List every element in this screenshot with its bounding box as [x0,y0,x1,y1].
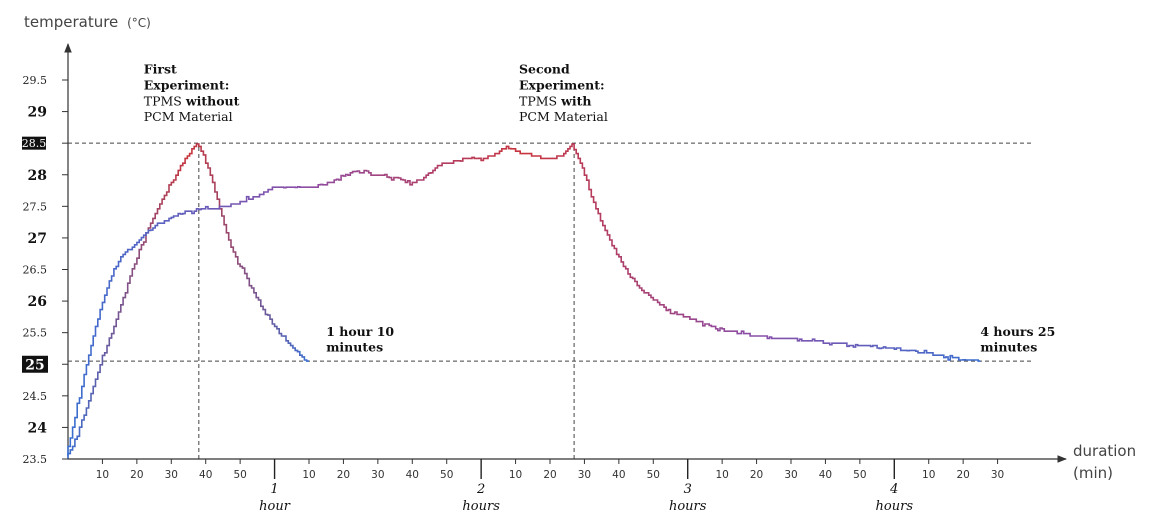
annotation-text: TPMS with [519,93,591,108]
y-tick-label: 24 [28,420,48,436]
x-axis-title: duration [1073,442,1136,460]
x-tick-label: 50 [647,469,660,481]
x-hour-tick-unit: hours [876,499,914,514]
annotation-text-part: TPMS [144,93,186,108]
x-tick-label: 10 [509,469,522,481]
x-tick-label: 30 [784,469,797,481]
y-tick-label: 29.5 [23,74,48,87]
annotation-text-part: TPMS [519,93,561,108]
x-tick-label: 30 [371,469,384,481]
x-tick-label: 20 [750,469,763,481]
y-axis-unit: (°C) [127,16,151,30]
y-tick-label: 29 [28,105,47,121]
annotation-text: 4 hours 25 [980,324,1055,339]
x-hour-tick-number: 4 [889,482,898,497]
x-tick-label: 50 [440,469,453,481]
annotation-text-part: 1 hour 10 [326,324,394,339]
x-tick-label: 50 [853,469,866,481]
annotation-text-part: without [185,93,240,108]
y-tick-highlight-box [22,355,48,373]
x-tick-label: 20 [130,469,143,481]
x-hour-tick-number: 1 [270,482,278,497]
x-tick-label: 30 [991,469,1004,481]
x-hour-tick-unit: hour [259,499,291,514]
series-line-0 [67,143,309,459]
annotation-text: Experiment: [144,77,230,92]
y-tick-label: 28 [28,168,47,184]
annotation-text: Second [519,62,570,77]
annotation-text-part: PCM Material [144,109,233,124]
x-tick-label: 10 [96,469,109,481]
x-hour-tick-unit: hours [462,499,500,514]
data-series [67,143,981,459]
annotation-text-part: 4 hours 25 [980,324,1055,339]
x-tick-label: 40 [612,469,625,481]
y-tick-label: 27.5 [23,200,48,213]
x-tick-label: 10 [715,469,728,481]
annotation-text-part: minutes [980,340,1037,355]
annotation-text-part: First [144,62,177,77]
y-tick-label: 24.5 [23,390,48,403]
x-tick-label: 40 [199,469,212,481]
annotation-text: Experiment: [519,77,605,92]
x-tick-label: 50 [233,469,246,481]
annotation-text: minutes [980,340,1037,355]
x-tick-label: 20 [543,469,556,481]
axes [64,43,1067,463]
y-tick-label: 26 [28,294,47,310]
annotation-text-part: minutes [326,340,383,355]
y-tick-label: 28.5 [22,137,47,150]
annotation-text-part: Second [519,62,570,77]
y-tick-highlight-box [22,136,46,150]
y-tick-label: 25 [25,357,44,373]
y-tick-label: 25.5 [23,327,48,340]
reference-lines [68,142,1032,459]
x-tick-label: 30 [578,469,591,481]
annotation-text: PCM Material [144,109,233,124]
annotation-text-part: with [560,93,591,108]
x-tick-label: 10 [302,469,315,481]
x-tick-label: 20 [956,469,969,481]
annotation-text: PCM Material [519,109,608,124]
y-tick-labels: 23.5 24 24.5 25 25.5 26 26.5 27 27.5 28 28.5 29 29.5 [22,74,68,466]
x-tick-label: 40 [819,469,832,481]
x-tick-label: 30 [165,469,178,481]
y-axis-title: temperature (°C) [24,13,151,31]
annotation-text-part: Experiment: [519,77,605,92]
annotation-text-part: Experiment: [144,77,230,92]
x-tick-label: 10 [922,469,935,481]
x-axis-unit: (min) [1073,464,1113,482]
annotation-text: First [144,62,177,77]
y-axis-title-text: temperature [24,13,118,31]
annotation-text: TPMS without [144,93,240,108]
x-hour-tick-unit: hours [669,499,707,514]
x-hour-tick-number: 3 [684,482,692,497]
y-tick-label: 26.5 [23,264,48,277]
x-tick-labels: 10 20 30 40 50 10 20 30 40 50 10 20 30 40 50 10 20 30 40 50… [96,459,1004,514]
annotation-text: 1 hour 10 [326,324,394,339]
y-tick-label: 27 [28,231,47,247]
series-line-1 [67,143,981,456]
annotation-text-part: PCM Material [519,109,608,124]
x-hour-tick-number: 2 [476,482,485,497]
y-tick-label: 23.5 [23,453,48,466]
x-tick-label: 40 [406,469,419,481]
x-tick-label: 20 [337,469,350,481]
annotation-text: minutes [326,340,383,355]
